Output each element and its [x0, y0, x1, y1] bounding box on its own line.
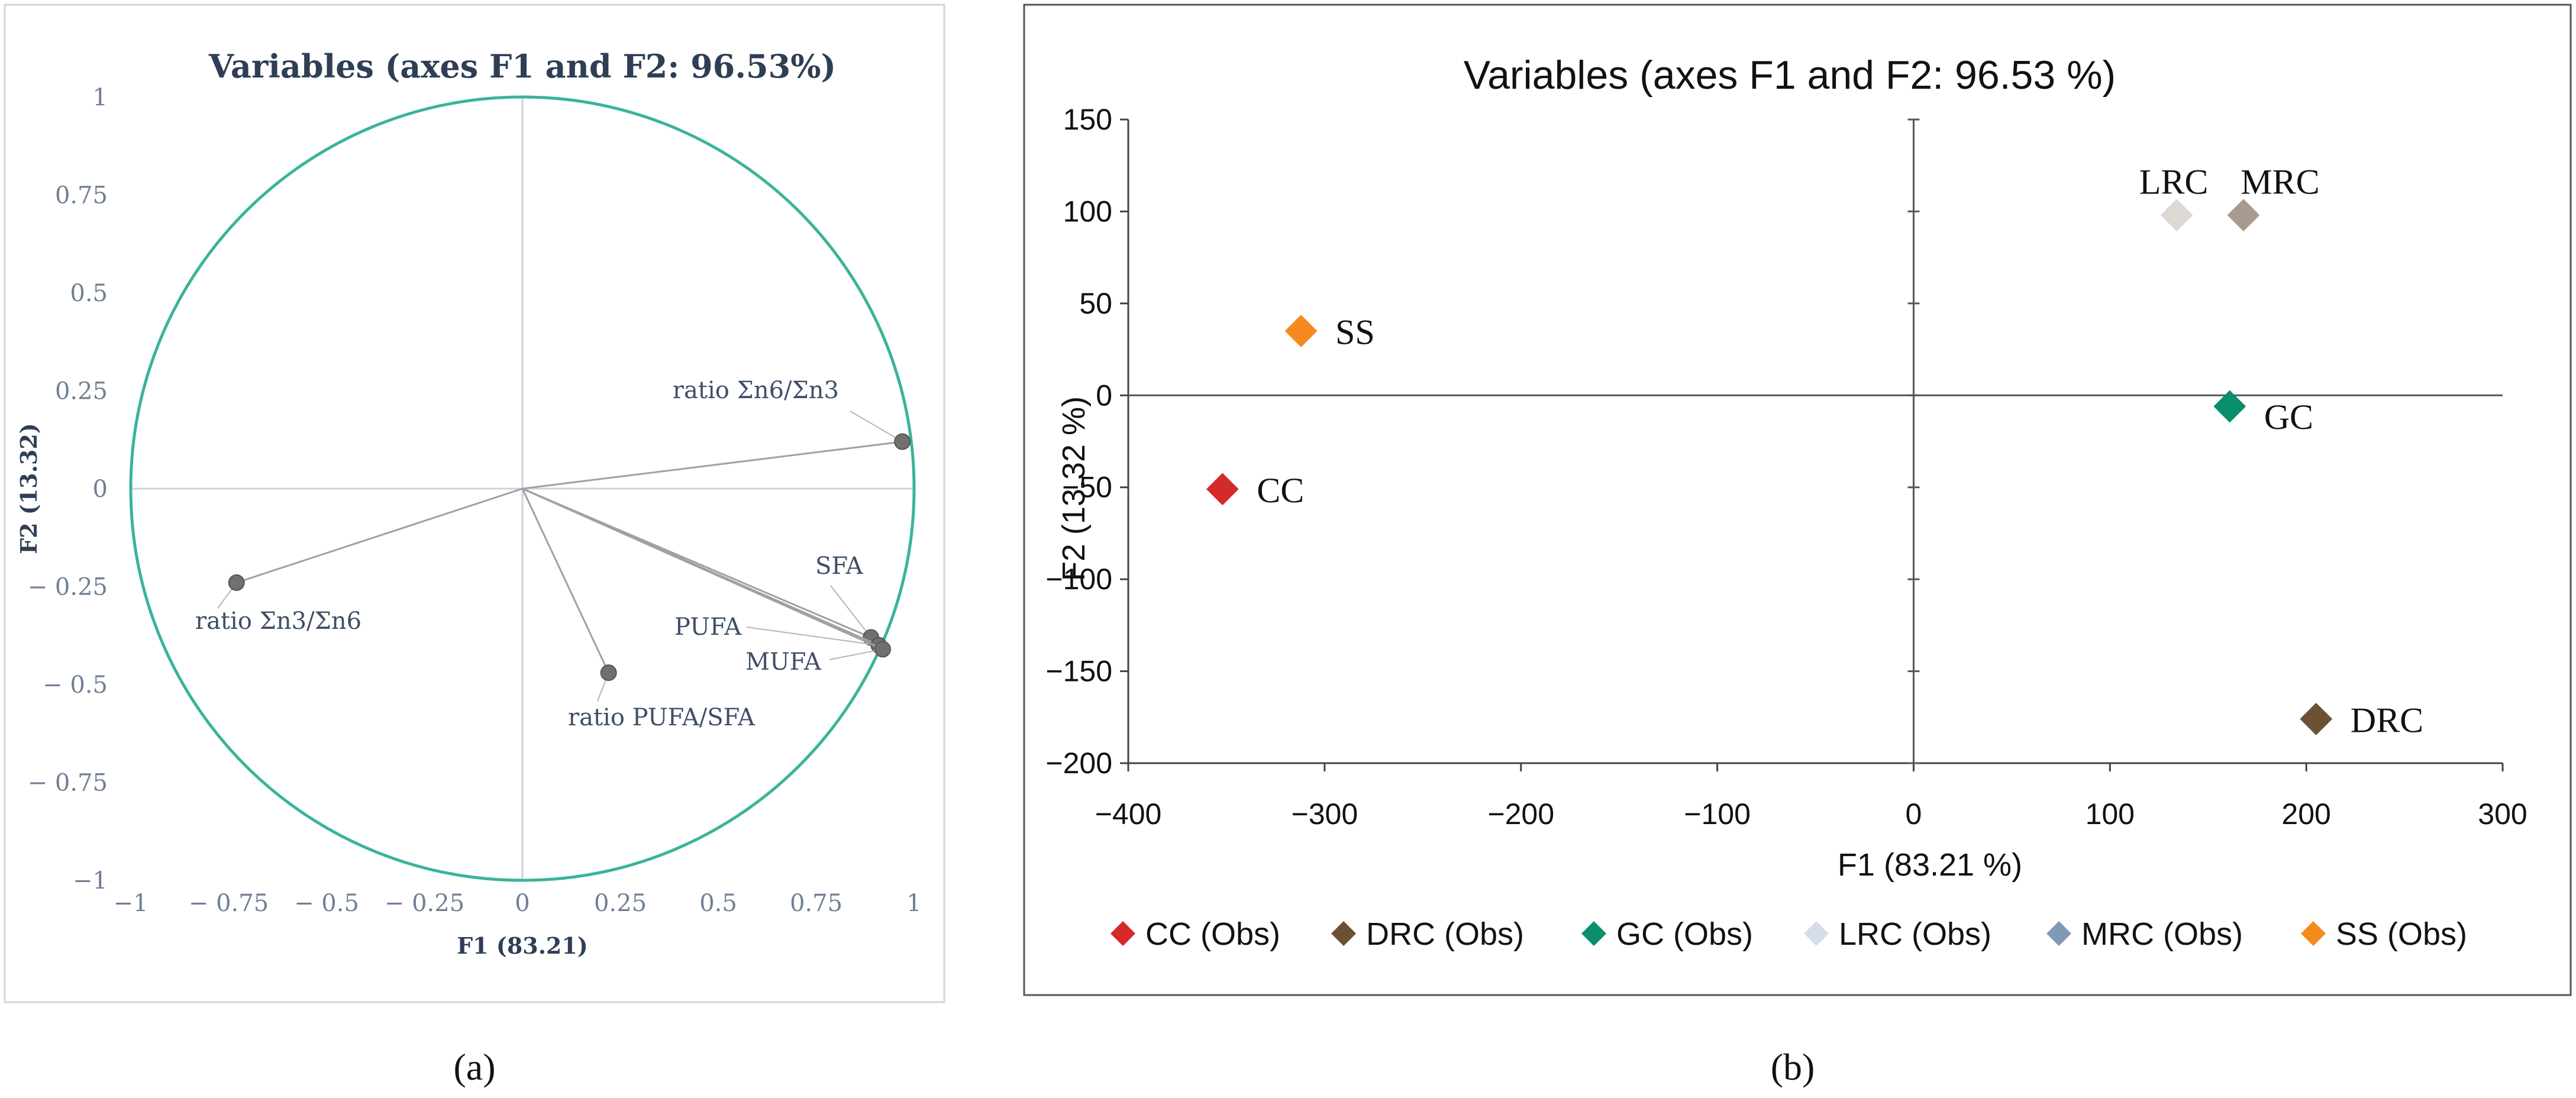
legend-label: GC (Obs)	[1616, 916, 1753, 952]
panel-a-x-tick: 0.75	[790, 890, 842, 917]
correlation-circle	[129, 95, 916, 882]
panel-a-ylabel: F2 (13.32)	[15, 423, 42, 554]
variable-label: SFA	[815, 553, 864, 580]
panel-a-y-tick: 1	[93, 84, 108, 111]
panel-b-x-tick: 0	[1906, 797, 1922, 831]
variable-point	[874, 641, 892, 658]
panel-b-caption: (b)	[1771, 1046, 1815, 1088]
panel-b-y-tick: −150	[1045, 655, 1112, 688]
variable-leader-line	[850, 411, 903, 443]
legend-marker	[1111, 921, 1135, 946]
variable-leader-line	[746, 626, 879, 646]
panel-b-y-tick: 50	[1079, 287, 1112, 320]
legend-marker	[1331, 921, 1356, 946]
legend-label: LRC (Obs)	[1839, 916, 1991, 952]
panel-a-xlabel: F1 (83.21)	[457, 932, 588, 959]
observation-point	[1285, 315, 1318, 347]
variable-label: ratio PUFA/SFA	[568, 704, 756, 731]
observation-point	[2227, 199, 2259, 231]
variable-label: MUFA	[745, 648, 822, 676]
panel-a-y-tick: 0.5	[70, 280, 108, 307]
panel-b-plot: −400 −300 −200 −100 0 100 200 300 150 100 50 0 −50 −1…	[1045, 103, 2527, 831]
panel-a-y-tick: 0.75	[55, 182, 108, 209]
variable-leader-line	[830, 585, 871, 638]
variable-point	[600, 664, 617, 682]
panel-b-y-tick: −50	[1062, 471, 1112, 504]
legend-label: SS (Obs)	[2336, 916, 2467, 952]
panel-a-x-tick: 0	[515, 890, 530, 917]
panel-a-x-tick: 0.25	[594, 890, 647, 917]
panel-a-frame	[4, 4, 945, 1003]
variable-leader-line	[829, 648, 883, 660]
panel-a-plot: −1 − 0.75 − 0.5 − 0.25 0 0.25 0.5 0.75 1 1 0.75 0.5…	[28, 84, 922, 917]
variable-point	[228, 574, 245, 591]
variable-label: ratio Σn3/Σn6	[195, 608, 361, 635]
panel-b-x-tick: 300	[2478, 797, 2527, 831]
variable-vector	[521, 488, 609, 673]
variable-vector	[236, 487, 523, 584]
panel-b-y-tick: 150	[1063, 103, 1112, 136]
observation-point	[1206, 473, 1239, 505]
panel-b-legend: CC (Obs) DRC (Obs) GC (Obs) LRC (Obs) MRC (O…	[1111, 916, 2467, 952]
panel-a-x-tick: − 0.5	[294, 890, 359, 917]
panel-b-y-tick: 100	[1063, 195, 1112, 228]
legend-marker	[1581, 921, 1606, 946]
panel-a-caption: (a)	[453, 1046, 495, 1088]
observation-label: GC	[2264, 398, 2313, 437]
panel-b-xlabel: F1 (83.21 %)	[1838, 847, 2022, 883]
panel-a-y-tick: − 0.75	[28, 770, 108, 797]
panel-b-x-tick: −300	[1292, 797, 1358, 831]
observation-point	[2213, 390, 2246, 422]
panel-b-x-tick: 100	[2086, 797, 2135, 831]
panel-b-y-tick: 0	[1096, 379, 1112, 412]
panel-a-y-tick: 0	[93, 476, 108, 503]
panel-b-x-tick: −100	[1684, 797, 1751, 831]
legend-label: DRC (Obs)	[1366, 916, 1524, 952]
panel-b-x-tick: 200	[2281, 797, 2330, 831]
legend-marker	[2301, 921, 2326, 946]
observation-label: CC	[1257, 471, 1304, 510]
observation-point	[2300, 703, 2332, 735]
legend-label: CC (Obs)	[1145, 916, 1280, 952]
observation-label: SS	[1335, 312, 1375, 351]
panel-b-frame	[1023, 4, 2572, 996]
observation-label: DRC	[2351, 700, 2423, 739]
legend-label: MRC (Obs)	[2081, 916, 2243, 952]
variable-vector	[522, 487, 883, 650]
panel-b-x-tick: −200	[1487, 797, 1554, 831]
panel-a-y-tick: − 0.5	[43, 671, 108, 699]
panel-a-x-tick: 1	[906, 890, 921, 917]
panel-b-ylabel: F2 (13.32 %)	[1056, 396, 1092, 581]
panel-a-y-tick: 0.25	[55, 378, 108, 405]
panel-a-x-tick: 0.5	[699, 890, 737, 917]
panel-a-x-tick: −1	[114, 890, 149, 917]
observation-label: MRC	[2241, 163, 2319, 202]
legend-marker	[2046, 921, 2071, 946]
panel-a-title: Variables (axes F1 and F2: 96.53%)	[208, 47, 836, 85]
panel-a-y-tick: −1	[73, 867, 108, 894]
panel-a-x-tick: − 0.75	[189, 890, 269, 917]
panel-b-y-tick: −100	[1045, 563, 1112, 596]
variable-label: ratio Σn6/Σn3	[673, 377, 839, 404]
panel-a-y-tick: − 0.25	[28, 574, 108, 601]
observation-label: LRC	[2139, 163, 2209, 202]
panel-a-x-tick: − 0.25	[385, 890, 464, 917]
variable-label: PUFA	[674, 613, 742, 641]
panel-b-y-tick: −200	[1045, 747, 1112, 780]
variable-vector	[522, 441, 903, 490]
legend-marker	[1804, 921, 1829, 946]
observation-point	[2161, 199, 2193, 231]
panel-b-x-tick: −400	[1095, 797, 1162, 831]
panel-b-title: Variables (axes F1 and F2: 96.53 %)	[1464, 53, 2116, 98]
variable-point	[894, 433, 911, 450]
